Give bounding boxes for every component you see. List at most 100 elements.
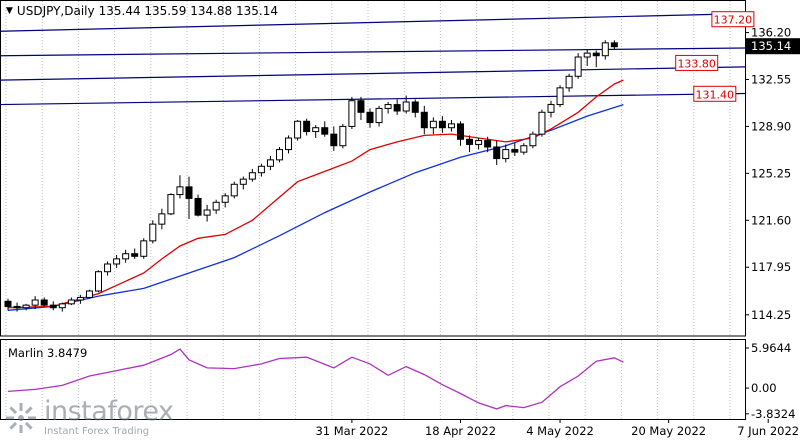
candle-bear[interactable]	[610, 42, 618, 48]
candle-bull[interactable]	[248, 172, 256, 180]
dropdown-triangle-icon[interactable]: ▼	[6, 6, 13, 16]
candle-bull[interactable]	[285, 137, 293, 151]
candle-bear[interactable]	[357, 100, 365, 113]
candle-bull[interactable]	[447, 123, 455, 129]
indicator-pane-border	[0, 339, 746, 420]
candle-bull[interactable]	[574, 56, 582, 77]
candle-bull[interactable]	[95, 271, 102, 292]
candle-bull[interactable]	[149, 223, 157, 242]
level-label-box[interactable]	[711, 11, 755, 28]
candle-bear[interactable]	[457, 123, 464, 140]
candle-bear[interactable]	[13, 305, 21, 309]
watermark-brand: instaforex	[44, 396, 174, 427]
candle-bull[interactable]	[375, 107, 383, 124]
price-tick-label: 125.25	[751, 166, 791, 180]
candle-bull[interactable]	[402, 101, 410, 112]
candle-bull[interactable]	[140, 240, 148, 257]
candle-bull[interactable]	[348, 100, 356, 127]
candle-bear[interactable]	[420, 111, 428, 129]
candle-bull[interactable]	[312, 127, 320, 133]
candle-bear[interactable]	[438, 120, 446, 129]
candle-bull[interactable]	[176, 186, 184, 196]
candle-bear[interactable]	[131, 253, 139, 257]
candle-bear[interactable]	[194, 197, 202, 216]
level-line[interactable]	[0, 66, 746, 81]
price-tick-label: 132.55	[751, 73, 791, 87]
candle-bull[interactable]	[31, 299, 39, 306]
candle-bull[interactable]	[230, 183, 238, 197]
candle-bull[interactable]	[221, 195, 229, 203]
watermark-tagline: Instant Forex Trading	[44, 426, 150, 437]
candle-bear[interactable]	[411, 101, 419, 113]
candle-bear[interactable]	[4, 300, 12, 307]
level-line[interactable]	[0, 92, 746, 106]
candle-bull[interactable]	[529, 133, 537, 147]
candle-bull[interactable]	[475, 140, 483, 145]
candle-bull[interactable]	[547, 104, 555, 113]
symbol-label: USDJPY,Daily	[16, 4, 95, 18]
indicator-tick-label: 0.00	[751, 381, 777, 395]
candle-bear[interactable]	[493, 146, 501, 160]
candle-bull[interactable]	[85, 290, 93, 298]
time-tick-label: 7 Jun 2022	[737, 424, 799, 438]
indicator-tick-label: 5.9644	[751, 341, 791, 355]
candle-bull[interactable]	[339, 125, 347, 147]
time-tick-label: 18 Apr 2022	[425, 424, 496, 438]
candle-bull[interactable]	[67, 299, 75, 305]
level-label-box[interactable]	[675, 54, 719, 71]
candle-bull[interactable]	[565, 75, 573, 89]
level-label-box[interactable]	[693, 85, 737, 102]
current-price-box	[745, 38, 800, 55]
level-label-text: 131.40	[696, 88, 735, 101]
candle-bull[interactable]	[239, 178, 247, 185]
candle-bear[interactable]	[511, 149, 519, 153]
candle-bull[interactable]	[203, 209, 211, 216]
price-tick-label: 121.60	[751, 213, 791, 227]
candle-bull[interactable]	[556, 87, 564, 106]
candle-bull[interactable]	[429, 120, 437, 129]
candle-bull[interactable]	[158, 213, 166, 225]
level-line[interactable]	[0, 13, 746, 32]
time-tick-label: 20 May 2022	[631, 424, 706, 438]
candle-bear[interactable]	[40, 299, 48, 306]
time-tick-label: 4 May 2022	[526, 424, 594, 438]
candle-bull[interactable]	[520, 145, 528, 153]
indicator-label: Marlin 3.8479	[8, 346, 88, 360]
candle-bull[interactable]	[294, 120, 302, 139]
candle-bull[interactable]	[384, 104, 392, 109]
price-tick-label: 114.25	[751, 308, 791, 322]
candle-bull[interactable]	[212, 201, 220, 211]
candle-bear[interactable]	[393, 104, 401, 112]
candle-bear[interactable]	[366, 111, 374, 124]
candle-bull[interactable]	[122, 253, 130, 260]
candle-bear[interactable]	[321, 127, 329, 135]
candle-bull[interactable]	[601, 42, 609, 57]
candle-bull[interactable]	[104, 263, 112, 273]
candle-bull[interactable]	[76, 296, 84, 301]
candle-bear[interactable]	[592, 52, 600, 57]
candle-bull[interactable]	[113, 258, 121, 265]
candle-bull[interactable]	[583, 52, 591, 58]
candle-bear[interactable]	[330, 133, 338, 147]
candle-bull[interactable]	[22, 304, 30, 309]
candle-bull[interactable]	[257, 165, 265, 174]
price-pane-border	[0, 0, 746, 337]
marlin-line	[7, 348, 624, 410]
ohlc-values: 135.44 135.59 134.88 135.14	[98, 4, 278, 18]
price-tick-label: 128.90	[751, 119, 791, 133]
level-label-text: 133.80	[677, 57, 716, 70]
candle-bull[interactable]	[538, 111, 546, 135]
candle-bull[interactable]	[167, 194, 175, 215]
candle-bull[interactable]	[276, 149, 283, 161]
candle-bear[interactable]	[185, 186, 193, 199]
level-line[interactable]	[0, 47, 746, 57]
candle-bull[interactable]	[58, 303, 66, 309]
candle-bear[interactable]	[303, 120, 311, 133]
candle-bear[interactable]	[466, 138, 474, 145]
candle-bear[interactable]	[484, 140, 492, 148]
candle-bear[interactable]	[49, 304, 57, 309]
candle-bull[interactable]	[502, 149, 510, 160]
candle-bull[interactable]	[266, 159, 274, 167]
